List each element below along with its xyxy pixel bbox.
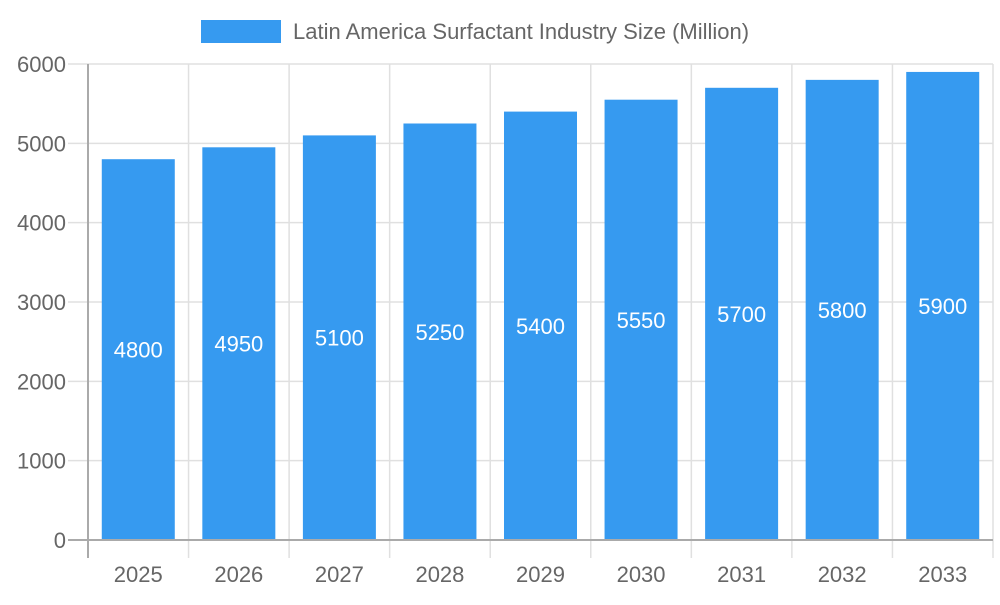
x-tick-label: 2029 [516,562,565,587]
legend-label: Latin America Surfactant Industry Size (… [293,19,749,44]
bar [101,159,175,540]
x-tick-label: 2030 [617,562,666,587]
legend-swatch [201,20,281,43]
data-label: 4950 [214,332,263,357]
bar [302,135,376,540]
bar [403,123,477,540]
y-tick-label: 1000 [17,449,66,474]
x-tick-label: 2027 [315,562,364,587]
x-tick-label: 2033 [918,562,967,587]
data-label: 5800 [818,298,867,323]
y-tick-label: 6000 [17,52,66,77]
y-tick-label: 4000 [17,211,66,236]
bar [202,147,276,541]
bar [705,87,779,541]
bar [805,79,879,540]
data-label: 5700 [717,302,766,327]
axes: 0 1000 2000 3000 4000 5000 6000 2025 2026 2027 202… [17,52,993,587]
y-tick-label: 0 [54,528,66,553]
data-label: 5900 [918,294,967,319]
data-label: 5400 [516,314,565,339]
bar [906,71,980,540]
x-tick-label: 2028 [415,562,464,587]
data-label: 5250 [415,320,464,345]
x-tick-label: 2032 [818,562,867,587]
y-tick-label: 3000 [17,290,66,315]
y-tick-label: 2000 [17,369,66,394]
x-tick-label: 2025 [114,562,163,587]
bar [504,111,577,540]
data-label: 5100 [315,326,364,351]
data-label: 4800 [114,338,163,363]
data-label: 5550 [617,308,666,333]
y-tick-label: 5000 [17,131,66,156]
legend[interactable]: Latin America Surfactant Industry Size (… [201,19,749,44]
bar [604,99,678,540]
bars: 4800 4950 5100 5250 5400 5550 5700 5800 5900 [101,71,980,541]
x-tick-label: 2026 [214,562,263,587]
x-tick-label: 2031 [717,562,766,587]
